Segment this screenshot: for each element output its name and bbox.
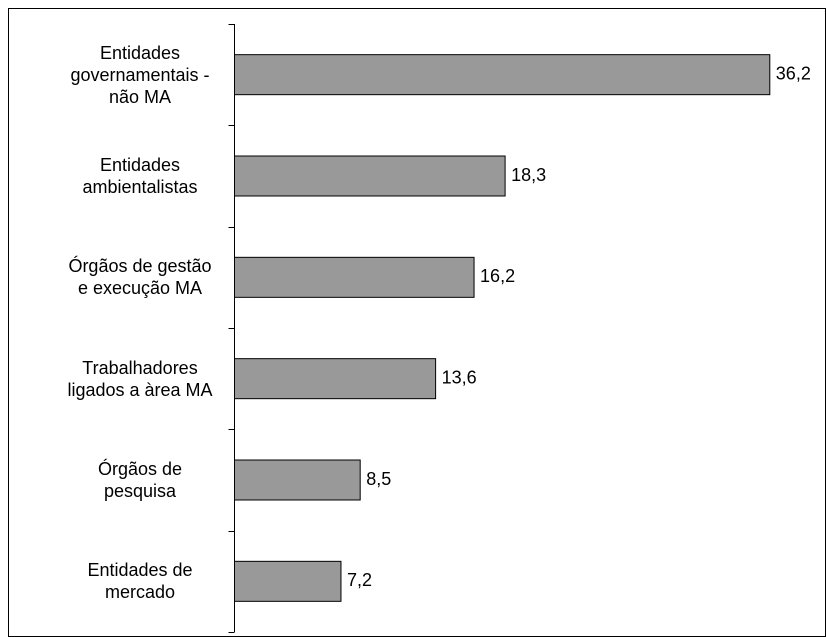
category-label: Órgãos de pesquisa [97, 459, 183, 501]
bar [234, 358, 437, 400]
category-label: Entidades ambientalistas [82, 155, 198, 197]
value-label: 7,2 [347, 570, 372, 590]
bar [234, 54, 771, 96]
category-label: Entidades de mercado [87, 560, 193, 603]
value-label: 18,3 [511, 165, 546, 185]
category-label: Trabalhadores ligados a àrea MA [67, 357, 213, 400]
bar [234, 459, 361, 501]
bar [234, 155, 506, 197]
value-label: 8,5 [366, 469, 391, 489]
category-label: Entidades governamentais - não MA [70, 42, 210, 107]
category-label: Órgãos de gestão e execução MA [68, 256, 212, 299]
value-label: 36,2 [776, 63, 811, 83]
bar [234, 560, 342, 602]
value-label: 16,2 [480, 266, 515, 286]
bar [234, 256, 475, 298]
value-label: 13,6 [442, 367, 477, 387]
